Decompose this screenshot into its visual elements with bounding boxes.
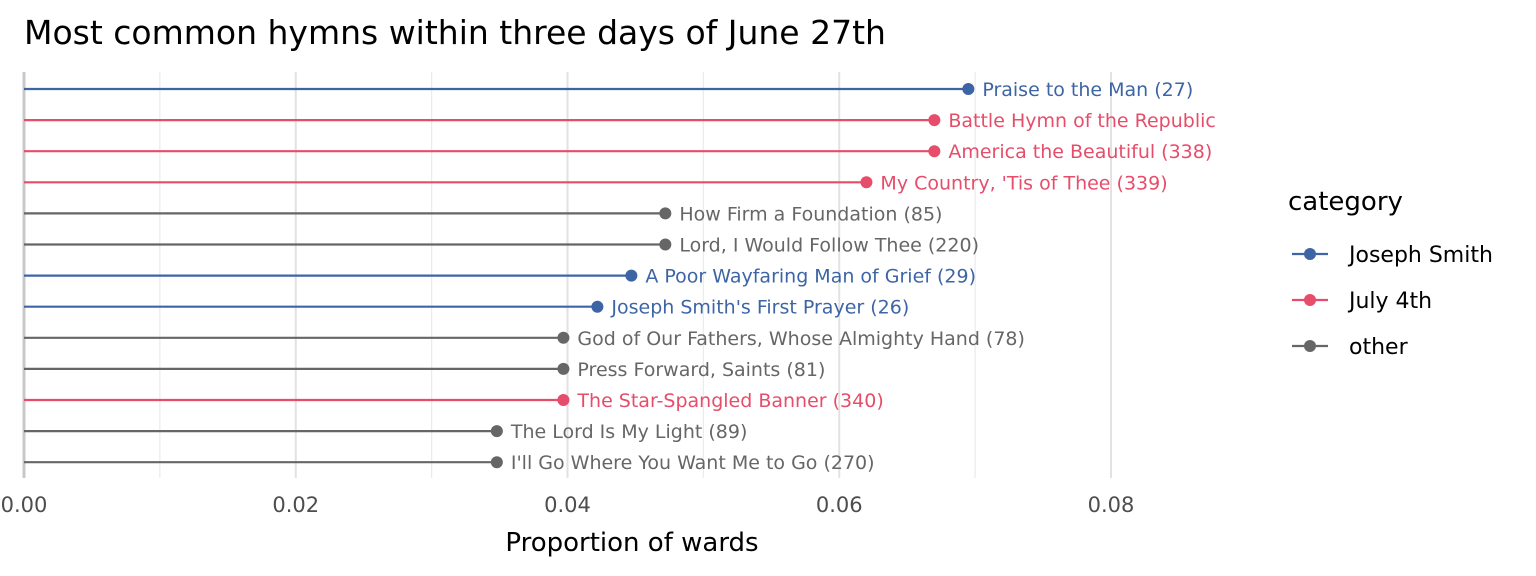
lollipop-point (557, 363, 569, 375)
hymn-label: The Star-Spangled Banner (340) (576, 390, 883, 412)
legend-label: other (1349, 335, 1409, 360)
lollipop: America the Beautiful (338) (24, 141, 1212, 163)
chart-title: Most common hymns within three days of J… (24, 13, 886, 52)
lollipop: Press Forward, Saints (81) (24, 359, 825, 381)
hymn-label: How Firm a Foundation (85) (679, 203, 942, 225)
lollipop: Battle Hymn of the Republic (24, 110, 1216, 132)
hymn-label: God of Our Fathers, Whose Almighty Hand … (577, 328, 1025, 350)
hymn-label: Lord, I Would Follow Thee (220) (679, 235, 979, 257)
lollipop: I'll Go Where You Want Me to Go (270) (24, 452, 875, 474)
legend-entry: July 4th (1292, 289, 1432, 314)
lollipop: How Firm a Foundation (85) (24, 203, 942, 225)
plot-area: Praise to the Man (27) Battle Hymn of the… (24, 79, 1216, 474)
lollipop-point (659, 239, 671, 251)
lollipop: The Lord Is My Light (89) (24, 421, 747, 443)
legend-key-point (1304, 248, 1316, 260)
hymn-label: The Lord Is My Light (89) (510, 421, 748, 443)
x-tick-label: 0.00 (1, 493, 48, 517)
lollipop-point (659, 207, 671, 219)
x-axis-title: Proportion of wards (505, 528, 758, 558)
lollipop: Praise to the Man (27) (24, 79, 1193, 101)
lollipop-point (860, 176, 872, 188)
legend-title: category (1288, 187, 1403, 217)
legend-label: Joseph Smith (1347, 243, 1493, 268)
lollipop: A Poor Wayfaring Man of Grief (29) (24, 266, 976, 288)
legend-label: July 4th (1347, 289, 1432, 314)
legend: category Joseph Smith July 4th other (1288, 187, 1493, 360)
lollipop-point (591, 301, 603, 313)
hymn-label: Praise to the Man (27) (982, 79, 1193, 101)
lollipop-point (962, 83, 974, 95)
x-tick-label: 0.04 (544, 493, 591, 517)
lollipop-point (625, 270, 637, 282)
hymn-label: Battle Hymn of the Republic (948, 110, 1215, 132)
lollipop: The Star-Spangled Banner (340) (24, 390, 884, 412)
legend-entry: other (1292, 335, 1409, 360)
lollipop: Lord, I Would Follow Thee (220) (24, 235, 979, 257)
hymn-label: Joseph Smith's First Prayer (26) (610, 297, 909, 319)
x-tick-label: 0.08 (1088, 493, 1135, 517)
lollipop-point (928, 114, 940, 126)
lollipop-point (491, 456, 503, 468)
x-tick-label: 0.02 (272, 493, 319, 517)
x-tick-label: 0.06 (816, 493, 863, 517)
lollipop-point (557, 332, 569, 344)
lollipop: God of Our Fathers, Whose Almighty Hand … (24, 328, 1025, 350)
lollipop-point (557, 394, 569, 406)
hymn-label: My Country, 'Tis of Thee (339) (880, 172, 1167, 194)
hymn-label: A Poor Wayfaring Man of Grief (29) (645, 266, 976, 288)
lollipop-point (928, 145, 940, 157)
hymn-label: I'll Go Where You Want Me to Go (270) (511, 452, 875, 474)
legend-key-point (1304, 294, 1316, 306)
hymn-label: Press Forward, Saints (81) (577, 359, 825, 381)
x-axis: 0.00 0.02 0.04 0.06 0.08 (1, 493, 1135, 517)
legend-key-point (1304, 340, 1316, 352)
lollipop: My Country, 'Tis of Thee (339) (24, 172, 1168, 194)
lollipop-point (491, 425, 503, 437)
legend-entry: Joseph Smith (1292, 243, 1493, 268)
hymn-label: America the Beautiful (338) (948, 141, 1212, 163)
lollipop: Joseph Smith's First Prayer (26) (24, 297, 909, 319)
